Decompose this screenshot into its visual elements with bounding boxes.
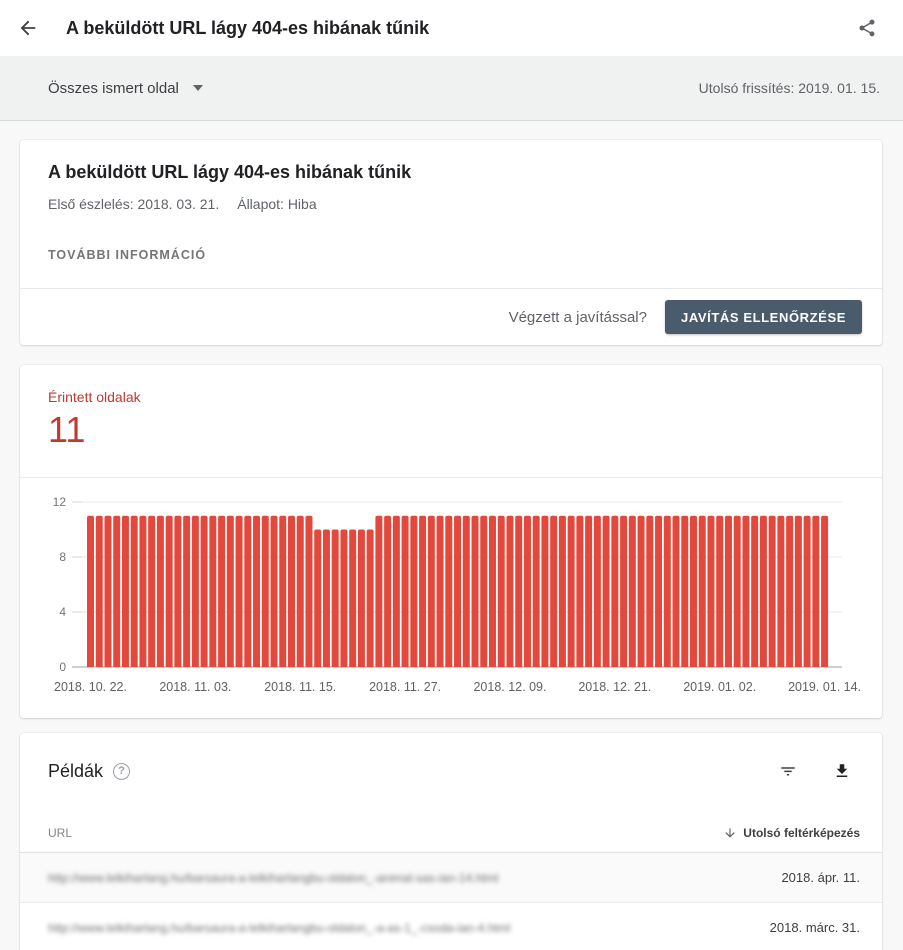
svg-text:2018. 12. 09.: 2018. 12. 09. [473,680,546,694]
examples-title: Példák [48,760,104,781]
arrow-left-icon [20,20,36,36]
back-button[interactable] [0,0,56,56]
learn-more-link[interactable]: TOVÁBBI INFORMÁCIÓ [48,248,207,262]
arrow-down-icon [725,827,735,838]
example-url: http://www.lelkiharlang.hu/barsaura-a-le… [48,870,499,885]
metric-value: 11 [48,409,86,450]
svg-text:2018. 11. 15.: 2018. 11. 15. [264,680,336,694]
validate-fix-button[interactable]: JAVÍTÁS ELLENŐRZÉSE [664,300,862,334]
fix-validation-row: Végzett a javítással? JAVÍTÁS ELLENŐRZÉS… [20,289,882,345]
issue-meta: Első észlelés: 2018. 03. 21. Állapot: Hi… [48,196,317,212]
filter-icon [781,767,795,776]
table-row[interactable]: http://www.lelkiharlang.hu/barsaura-a-le… [20,903,882,950]
filter-button[interactable] [776,759,800,783]
svg-text:8: 8 [59,550,66,564]
table-row[interactable]: http://www.lelkiharlang.hu/barsaura-a-le… [20,853,882,903]
issue-title: A beküldött URL lágy 404-es hibának tűni… [48,162,412,182]
examples-card: Példák ? URL [20,733,882,950]
svg-text:2018. 10. 22.: 2018. 10. 22. [54,680,127,694]
sort-by-last-crawled[interactable]: Utolsó feltérképezés [723,826,860,840]
svg-text:0: 0 [59,660,66,674]
page-scope-dropdown[interactable]: Összes ismert oldal [48,80,203,97]
fix-question-text: Végzett a javítással? [508,308,647,326]
affected-pages-chart[interactable]: 0 4 8 12 2018. 10. 22. 2018. 11. 03. 2018. 11.… [20,477,882,718]
svg-text:12: 12 [53,495,67,509]
svg-text:2018. 11. 03.: 2018. 11. 03. [159,680,231,694]
share-icon [859,19,875,37]
page-title: A beküldött URL lágy 404-es hibának tűni… [66,17,430,38]
chevron-down-icon [192,85,203,91]
last-updated-text: Utolsó frissítés: 2019. 01. 15. [698,80,880,96]
examples-title-row: Példák ? [48,751,854,791]
divider [20,477,882,478]
svg-text:2018. 11. 27.: 2018. 11. 27. [369,680,441,694]
example-url: http://www.lelkiharlang.hu/barsaura-a-le… [48,920,511,935]
sort-header-label: Utolsó feltérképezés [743,825,860,840]
metric-label: Érintett oldalak [48,389,141,405]
issue-summary-card: A beküldött URL lágy 404-es hibának tűni… [20,140,882,345]
top-app-bar: A beküldött URL lágy 404-es hibának tűni… [0,0,903,56]
last-crawled-date: 2018. ápr. 11. [781,870,860,885]
download-button[interactable] [830,759,854,783]
share-button[interactable] [853,14,881,42]
svg-text:2019. 01. 02.: 2019. 01. 02. [683,680,756,694]
svg-text:2019. 01. 14.: 2019. 01. 14. [788,680,861,694]
download-icon [836,764,848,777]
examples-table-header: URL Utolsó feltérképezés [20,813,882,853]
first-detected-text: Első észlelés: 2018. 03. 21. [48,196,220,212]
filter-bar: Összes ismert oldal Utolsó frissítés: 20… [0,56,903,121]
svg-text:2018. 12. 21.: 2018. 12. 21. [578,680,651,694]
help-icon[interactable]: ? [113,762,131,780]
divider [20,288,882,289]
svg-text:4: 4 [59,605,66,619]
affected-pages-card: Érintett oldalak 11 0 4 8 12 2018. 10. 22. 20… [20,365,882,718]
url-column-header: URL [48,825,73,840]
status-text: Állapot: Hiba [237,196,317,212]
last-crawled-date: 2018. márc. 31. [769,920,860,935]
scope-label: Összes ismert oldal [48,79,179,97]
